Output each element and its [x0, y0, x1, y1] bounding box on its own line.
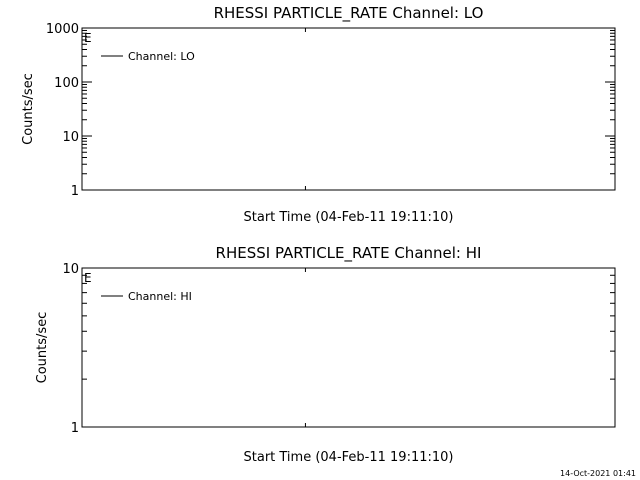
x-axis-label: Start Time (04-Feb-11 19:11:10): [244, 210, 454, 225]
y-tick-label: 10: [62, 262, 79, 277]
x-axis-label: Start Time (04-Feb-11 19:11:10): [244, 450, 454, 465]
y-axis-label: Counts/sec: [21, 73, 36, 145]
y-axis-label: Counts/sec: [35, 312, 50, 384]
y-tick-label: 10: [62, 130, 79, 145]
legend-label: Channel: LO: [128, 50, 195, 63]
plot-frame-0: [81, 27, 616, 191]
plot-frame-1: [81, 267, 616, 428]
y-tick-label: 1: [71, 184, 79, 199]
event-marker-label: E: [84, 31, 92, 45]
timestamp: 14-Oct-2021 01:41: [560, 469, 636, 478]
y-tick-label: 1000: [46, 22, 79, 37]
legend-label: Channel: HI: [128, 290, 192, 303]
event-marker-label: E: [84, 271, 92, 285]
y-tick-label: 1: [71, 421, 79, 436]
y-tick-label: 100: [54, 76, 79, 91]
chart-title: RHESSI PARTICLE_RATE Channel: HI: [216, 244, 482, 263]
chart-title: RHESSI PARTICLE_RATE Channel: LO: [214, 4, 484, 23]
